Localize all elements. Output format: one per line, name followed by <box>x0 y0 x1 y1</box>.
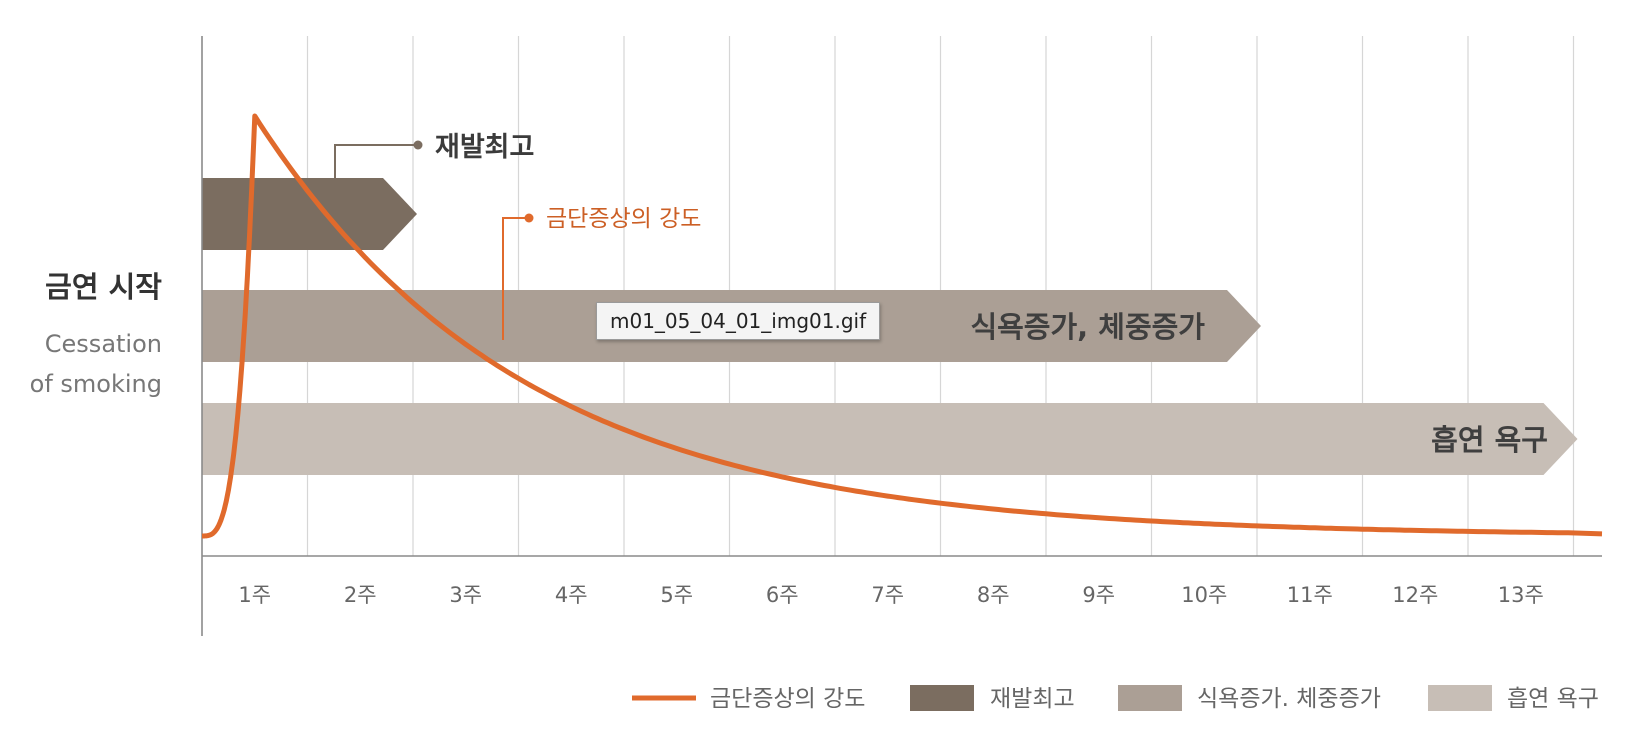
y-axis-label-en-2: of smoking <box>30 370 162 398</box>
callout-line-dot <box>524 213 534 223</box>
legend-swatch-3 <box>1118 685 1182 711</box>
x-tick-4: 4주 <box>555 583 588 607</box>
x-tick-2: 2주 <box>344 583 377 607</box>
y-axis-labels: 금연 시작 Cessation of smoking <box>30 270 163 398</box>
line-withdrawal-intensity <box>200 113 1603 539</box>
band-1 <box>202 178 417 250</box>
y-axis-label-ko: 금연 시작 <box>45 270 162 304</box>
band-label-3: 흡연 욕구 <box>1431 423 1548 457</box>
band-label-2: 식욕증가, 체중증가 <box>970 310 1205 344</box>
callout-relapse-label: 재발최고 <box>435 132 534 163</box>
callout-line-leader <box>502 217 529 340</box>
y-axis-label-en-1: Cessation <box>45 330 162 358</box>
legend-swatch-2 <box>910 685 974 711</box>
series-line <box>200 113 1603 539</box>
x-tick-6: 6주 <box>766 583 799 607</box>
callout-line-label: 금단증상의 강도 <box>546 206 701 232</box>
x-tick-12: 12주 <box>1392 583 1438 607</box>
x-tick-3: 3주 <box>449 583 482 607</box>
x-tick-1: 1주 <box>238 583 271 607</box>
legend-swatch-4 <box>1428 685 1492 711</box>
callout-relapse-leader <box>334 144 418 178</box>
legend-label-2: 재발최고 <box>990 686 1075 712</box>
x-tick-13: 13주 <box>1498 583 1544 607</box>
legend-label-4: 흡연 욕구 <box>1507 686 1599 712</box>
callout-relapse-dot <box>413 140 423 150</box>
x-tick-7: 7주 <box>871 583 904 607</box>
x-tick-10: 10주 <box>1181 583 1227 607</box>
legend: 금단증상의 강도 재발최고 식욕증가. 체중증가 흡연 욕구 <box>632 685 1599 712</box>
image-filename-tooltip: m01_05_04_01_img01.gif <box>596 302 881 340</box>
x-tick-labels: 1주 2주 3주 4주 5주 6주 7주 8주 9주 10주 11주 12주 13주 <box>238 583 1543 607</box>
x-tick-5: 5주 <box>660 583 693 607</box>
x-tick-9: 9주 <box>1082 583 1115 607</box>
legend-label-1: 금단증상의 강도 <box>710 686 865 712</box>
x-tick-11: 11주 <box>1287 583 1333 607</box>
bands <box>202 178 1578 475</box>
band-3 <box>202 403 1578 475</box>
legend-label-3: 식욕증가. 체중증가 <box>1197 686 1381 712</box>
x-tick-8: 8주 <box>977 583 1010 607</box>
